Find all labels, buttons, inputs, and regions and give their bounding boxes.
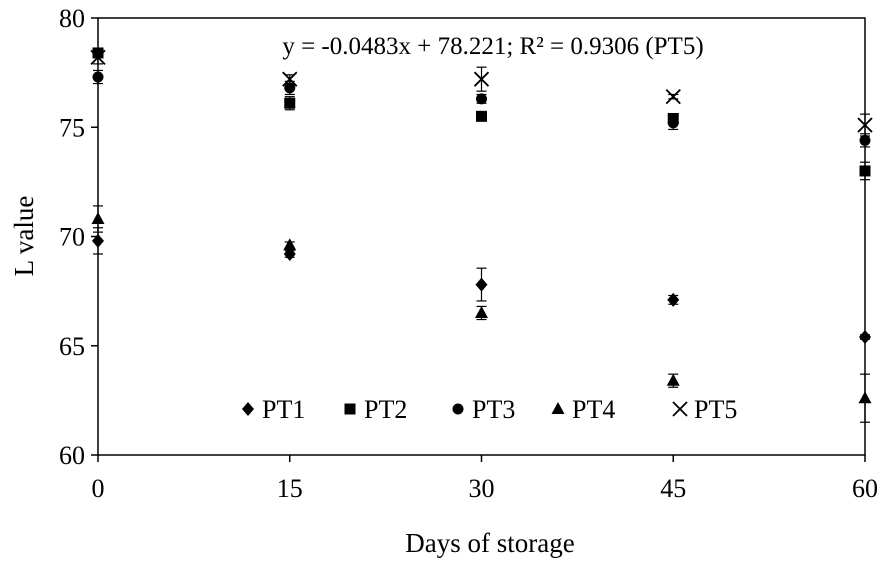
axis-ticks: 0 15 30 45 60 60 65 70 75 80	[59, 4, 878, 503]
point-pt1	[92, 233, 104, 248]
point-pt1	[667, 292, 680, 307]
y-tick-label: 60	[59, 441, 85, 470]
x-tick-label: 15	[277, 474, 303, 503]
point-pt4	[91, 212, 105, 225]
legend-item-pt4: PT4	[551, 395, 615, 424]
y-tick-label: 80	[59, 4, 85, 33]
point-pt5	[473, 71, 490, 87]
point-pt3	[667, 117, 679, 129]
legend-label: PT5	[694, 395, 737, 424]
legend-marker-pt2	[344, 403, 356, 415]
legend-item-pt5: PT5	[672, 395, 737, 424]
y-axis-title: L value	[9, 196, 39, 277]
point-pt3	[284, 82, 296, 94]
legend-label: PT3	[472, 395, 515, 424]
point-pt4	[283, 238, 297, 251]
point-pt1	[475, 277, 488, 292]
point-pt5	[282, 71, 298, 87]
legend-marker-pt3	[452, 403, 464, 415]
point-pt1	[283, 246, 296, 261]
data-points	[90, 47, 873, 404]
point-pt3	[92, 71, 104, 83]
legend-item-pt2: PT2	[344, 395, 407, 424]
point-pt3	[476, 93, 487, 105]
error-bars	[93, 49, 870, 423]
x-tick-label: 30	[469, 474, 495, 503]
legend-label: PT1	[262, 395, 305, 424]
y-tick-label: 70	[59, 223, 85, 252]
x-tick-label: 0	[92, 474, 105, 503]
y-tick-label: 65	[59, 332, 85, 361]
legend-marker-pt4	[551, 402, 565, 414]
point-pt2	[859, 165, 871, 177]
point-pt4	[475, 305, 488, 318]
legend-marker-pt1	[242, 402, 254, 416]
legend: PT1 PT2 PT3 PT4 PT5	[242, 395, 737, 424]
legend-item-pt3: PT3	[452, 395, 515, 424]
point-pt2	[284, 97, 296, 109]
legend-label: PT4	[572, 395, 615, 424]
point-pt3	[859, 134, 871, 146]
regression-annotation: y = -0.0483x + 78.221; R² = 0.9306 (PT5)	[282, 33, 703, 60]
x-tick-label: 45	[660, 474, 686, 503]
point-pt5	[90, 49, 106, 65]
point-pt2	[92, 47, 104, 59]
point-pt5	[857, 117, 873, 133]
legend-item-pt1: PT1	[242, 395, 305, 424]
point-pt5	[665, 89, 681, 105]
legend-label: PT2	[364, 395, 407, 424]
point-pt2	[476, 110, 487, 122]
y-tick-label: 75	[59, 113, 85, 142]
point-pt4	[666, 373, 680, 386]
x-tick-label: 60	[852, 474, 878, 503]
point-pt4	[858, 391, 872, 404]
x-axis-title: Days of storage	[405, 528, 574, 558]
legend-marker-pt5	[672, 401, 688, 417]
point-pt1	[859, 330, 871, 345]
